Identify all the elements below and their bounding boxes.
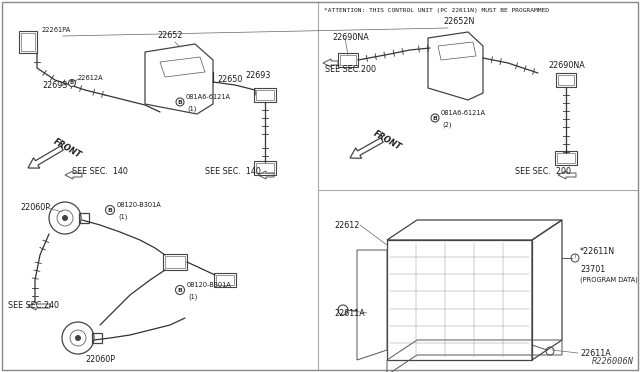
Text: SEE SEC.200: SEE SEC.200: [325, 65, 376, 74]
Text: SEE SEC.  140: SEE SEC. 140: [72, 167, 128, 176]
Bar: [163, 254, 187, 270]
Text: B: B: [177, 288, 182, 292]
Text: (1): (1): [188, 105, 196, 112]
Bar: [19, 31, 37, 53]
Bar: [256, 90, 274, 100]
Text: (1): (1): [188, 293, 198, 299]
Text: 081A6-6121A: 081A6-6121A: [186, 94, 231, 100]
Text: *ATTENTION: THIS CONTROL UNIT (PC 22611N) MUST BE PROGRAMMED: *ATTENTION: THIS CONTROL UNIT (PC 22611N…: [324, 8, 549, 13]
Text: 22612: 22612: [334, 221, 360, 230]
Text: 22060P: 22060P: [20, 203, 50, 212]
Bar: [558, 75, 574, 85]
Text: (2): (2): [442, 121, 452, 128]
Circle shape: [68, 80, 76, 87]
Text: 22650: 22650: [217, 76, 243, 84]
Circle shape: [62, 215, 68, 221]
Circle shape: [431, 114, 439, 122]
Circle shape: [176, 98, 184, 106]
Text: (PROGRAM DATA): (PROGRAM DATA): [580, 277, 638, 283]
Bar: [214, 273, 236, 287]
Bar: [92, 333, 102, 343]
Bar: [556, 73, 576, 87]
Circle shape: [175, 285, 184, 295]
Text: B: B: [177, 99, 182, 105]
Text: 22652N: 22652N: [443, 17, 474, 26]
Bar: [254, 161, 276, 175]
Bar: [165, 256, 185, 268]
Text: 081A6-6121A: 081A6-6121A: [441, 110, 486, 116]
Bar: [557, 153, 575, 163]
Text: R226006N: R226006N: [592, 357, 634, 366]
Text: FRONT: FRONT: [52, 137, 83, 160]
Text: 23701: 23701: [580, 266, 605, 275]
Text: SEE SEC.240: SEE SEC.240: [8, 301, 59, 310]
Text: 22612A: 22612A: [78, 75, 104, 81]
Text: 22261PA: 22261PA: [42, 27, 71, 33]
Bar: [256, 163, 274, 173]
Bar: [340, 55, 356, 65]
Text: (1): (1): [118, 213, 128, 219]
Text: 22060P: 22060P: [85, 355, 115, 364]
Bar: [79, 213, 89, 223]
Bar: [216, 275, 234, 285]
Text: 22693: 22693: [42, 80, 67, 90]
Text: 22693: 22693: [245, 71, 271, 80]
Text: *22611N: *22611N: [580, 247, 615, 257]
Text: 22652: 22652: [157, 31, 183, 40]
Text: 08120-B301A: 08120-B301A: [117, 202, 162, 208]
Circle shape: [75, 335, 81, 341]
Bar: [338, 53, 358, 67]
Text: FRONT: FRONT: [372, 128, 403, 151]
Text: 22690NA: 22690NA: [332, 33, 369, 42]
Text: B: B: [433, 115, 437, 121]
Text: 22611A: 22611A: [580, 349, 611, 357]
Text: 22690NA: 22690NA: [548, 61, 585, 71]
Text: B: B: [70, 80, 74, 86]
Text: 08120-B301A: 08120-B301A: [187, 282, 232, 288]
Bar: [555, 151, 577, 165]
Circle shape: [106, 205, 115, 215]
Text: SEE SEC.  140: SEE SEC. 140: [205, 167, 261, 176]
Bar: [21, 33, 35, 51]
Bar: [254, 88, 276, 102]
Text: SEE SEC.  200: SEE SEC. 200: [515, 167, 571, 176]
Text: B: B: [108, 208, 113, 212]
Text: 22611A: 22611A: [334, 308, 365, 317]
